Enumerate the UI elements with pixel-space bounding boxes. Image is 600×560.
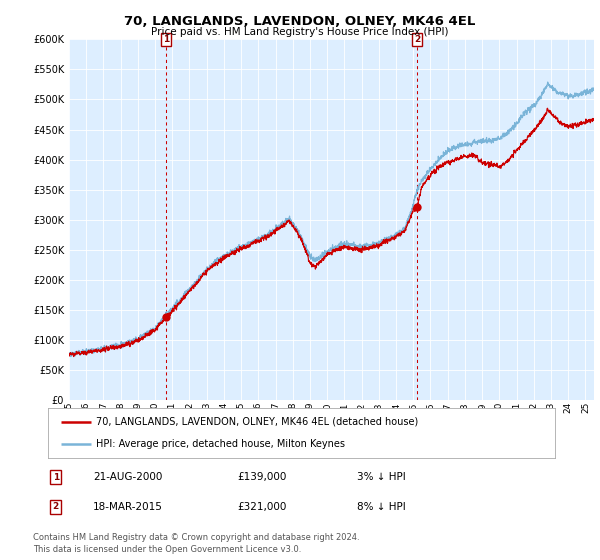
Text: 1: 1: [53, 473, 59, 482]
Text: Contains HM Land Registry data © Crown copyright and database right 2024.
This d: Contains HM Land Registry data © Crown c…: [33, 533, 359, 554]
Text: 8% ↓ HPI: 8% ↓ HPI: [357, 502, 406, 512]
Text: 2: 2: [414, 35, 420, 44]
Text: 2: 2: [53, 502, 59, 511]
Text: £139,000: £139,000: [237, 472, 286, 482]
Text: 70, LANGLANDS, LAVENDON, OLNEY, MK46 4EL: 70, LANGLANDS, LAVENDON, OLNEY, MK46 4EL: [124, 15, 476, 27]
Text: 18-MAR-2015: 18-MAR-2015: [93, 502, 163, 512]
Text: HPI: Average price, detached house, Milton Keynes: HPI: Average price, detached house, Milt…: [96, 439, 345, 449]
Text: Price paid vs. HM Land Registry's House Price Index (HPI): Price paid vs. HM Land Registry's House …: [151, 27, 449, 37]
Text: 1: 1: [163, 35, 169, 44]
Text: 3% ↓ HPI: 3% ↓ HPI: [357, 472, 406, 482]
Text: 21-AUG-2000: 21-AUG-2000: [93, 472, 163, 482]
Text: £321,000: £321,000: [237, 502, 286, 512]
Text: 70, LANGLANDS, LAVENDON, OLNEY, MK46 4EL (detached house): 70, LANGLANDS, LAVENDON, OLNEY, MK46 4EL…: [96, 417, 418, 427]
